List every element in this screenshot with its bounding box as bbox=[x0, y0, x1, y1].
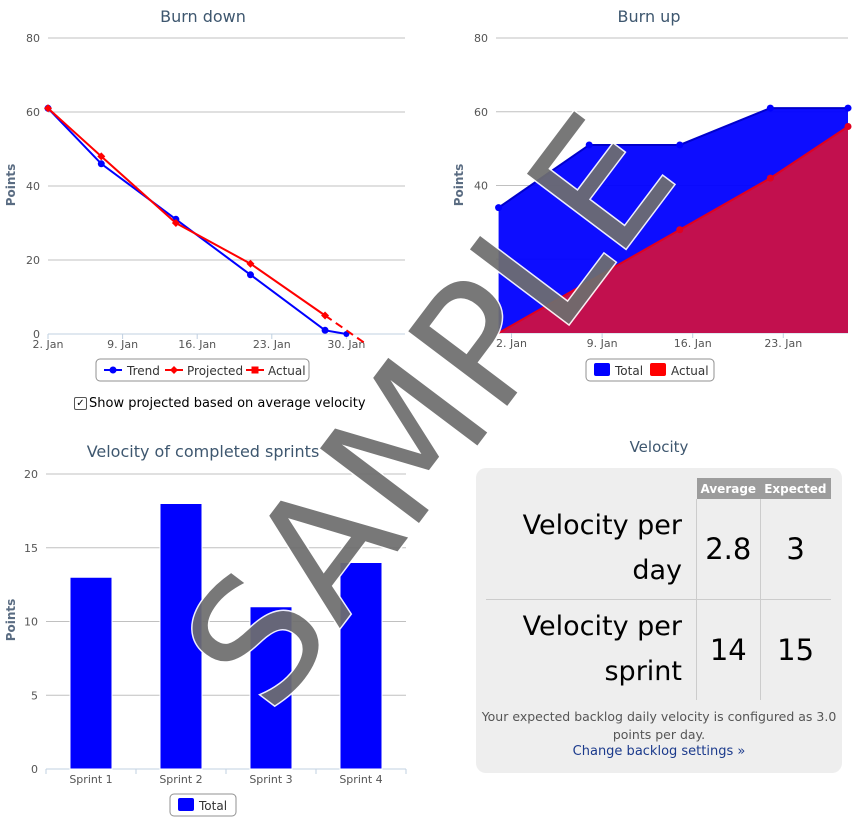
area-actual bbox=[498, 126, 848, 333]
burn-down-legend: Trend Projected Actual bbox=[95, 358, 310, 382]
projected-point bbox=[246, 259, 255, 268]
legend-label-actual: Actual bbox=[268, 364, 306, 378]
series-line-trend bbox=[47, 107, 347, 335]
total-point bbox=[844, 104, 852, 112]
projected-velocity-label: Show projected based on average velocity bbox=[89, 396, 366, 411]
y-tick-label: 0 bbox=[31, 763, 38, 776]
trend-point bbox=[321, 326, 329, 334]
velocity-note: Your expected backlog daily velocity is … bbox=[481, 709, 837, 742]
velocity-row-sprint: Velocity per sprint 14 15 bbox=[486, 599, 831, 700]
total-point bbox=[585, 141, 593, 149]
x-tick-label: Sprint 4 bbox=[339, 773, 382, 786]
x-tick-label: 2. Jan bbox=[33, 338, 64, 351]
burn-down-title: Burn down bbox=[160, 7, 246, 26]
burn-down-chart: Burn down Points 0 20 40 60 80 2. Jan 9. Jan 16… bbox=[4, 7, 405, 382]
burn-up-title: Burn up bbox=[618, 7, 681, 26]
projected-point bbox=[44, 104, 52, 113]
legend-label-actual-area: Actual bbox=[671, 364, 709, 378]
burn-up-legend: Total Actual bbox=[585, 358, 715, 382]
legend-item-total[interactable]: Total bbox=[594, 363, 643, 378]
series-line-actual bbox=[324, 314, 369, 346]
legend-item-actual-area[interactable]: Actual bbox=[650, 363, 709, 378]
x-tick-label: Sprint 2 bbox=[159, 773, 202, 786]
legend-label-projected: Projected bbox=[187, 364, 243, 378]
trend-point bbox=[97, 160, 105, 168]
projected-velocity-checkbox[interactable]: ✓ Show projected based on average velocit… bbox=[74, 396, 366, 411]
x-tick-label: 23. Jan bbox=[253, 338, 291, 351]
x-tick-label: Sprint 3 bbox=[249, 773, 292, 786]
burn-up-chart: Burn up Points 40 60 80 2. Jan 9. Jan 16. Jan… bbox=[452, 7, 852, 382]
y-tick-label: 10 bbox=[24, 616, 38, 629]
velocity-sprint-average: 14 bbox=[696, 599, 761, 700]
y-tick-label: 40 bbox=[474, 180, 488, 193]
bar-sprint-3 bbox=[249, 606, 293, 770]
y-tick-label: 80 bbox=[26, 32, 40, 45]
change-backlog-settings-link[interactable]: Change backlog settings » bbox=[572, 744, 746, 759]
projected-point bbox=[97, 152, 106, 161]
checkbox-check-icon[interactable]: ✓ bbox=[74, 397, 87, 410]
y-tick-label: 40 bbox=[26, 180, 40, 193]
velocity-chart-title: Velocity of completed sprints bbox=[87, 442, 320, 461]
trend-point bbox=[246, 271, 254, 279]
y-tick-label: 20 bbox=[24, 468, 38, 481]
y-tick-label: 60 bbox=[26, 106, 40, 119]
legend-label-total-bar: Total bbox=[198, 799, 227, 813]
x-tick-label: 16. Jan bbox=[674, 337, 712, 350]
x-tick-label: Sprint 1 bbox=[69, 773, 112, 786]
x-tick-label: 2. Jan bbox=[496, 337, 527, 350]
legend-item-total-bar[interactable]: Total bbox=[178, 798, 227, 813]
bar-sprint-2 bbox=[159, 503, 203, 770]
velocity-card: Average Expected Velocity per day 2.8 3 V… bbox=[476, 468, 842, 773]
velocity-row-day: Velocity per day 2.8 3 bbox=[486, 499, 831, 600]
velocity-chart-legend: Total bbox=[169, 793, 237, 817]
bar-sprint-4 bbox=[339, 562, 383, 770]
legend-label-trend: Trend bbox=[126, 364, 160, 378]
x-tick-label: 30. Jan bbox=[327, 338, 365, 351]
velocity-chart-y-label: Points bbox=[4, 599, 18, 642]
y-tick-label: 15 bbox=[24, 542, 38, 555]
series-line-actual bbox=[498, 125, 849, 334]
actual-point bbox=[844, 123, 852, 130]
burn-up-y-label: Points bbox=[452, 164, 466, 207]
y-tick-label: 20 bbox=[26, 254, 40, 267]
velocity-card-title: Velocity bbox=[629, 438, 689, 456]
x-tick-label: 23. Jan bbox=[764, 337, 802, 350]
velocity-day-expected: 3 bbox=[759, 499, 831, 600]
velocity-day-average: 2.8 bbox=[696, 499, 761, 600]
legend-item-actual[interactable]: Actual bbox=[246, 364, 306, 378]
legend-item-trend[interactable]: Trend bbox=[104, 364, 160, 378]
total-point bbox=[676, 141, 684, 149]
projected-point bbox=[171, 219, 180, 227]
velocity-sprint-expected: 15 bbox=[759, 599, 831, 700]
velocity-row-label: Velocity per sprint bbox=[486, 599, 697, 700]
x-tick-label: 9. Jan bbox=[587, 337, 618, 350]
y-tick-label: 60 bbox=[474, 106, 488, 119]
col-average-header: Average bbox=[696, 478, 761, 499]
y-tick-label: 80 bbox=[474, 32, 488, 45]
series-line-projected bbox=[47, 107, 326, 317]
x-tick-label: 9. Jan bbox=[107, 338, 138, 351]
y-tick-label: 5 bbox=[31, 689, 38, 702]
y-tick-label: 0 bbox=[33, 328, 40, 341]
total-point bbox=[495, 204, 503, 212]
x-tick-label: 16. Jan bbox=[178, 338, 216, 351]
col-expected-header: Expected bbox=[760, 478, 831, 499]
velocity-table: Average Expected Velocity per day 2.8 3 V… bbox=[486, 478, 831, 700]
legend-item-projected[interactable]: Projected bbox=[165, 364, 243, 378]
actual-point bbox=[676, 226, 684, 234]
burn-down-y-label: Points bbox=[4, 164, 18, 207]
legend-label-total: Total bbox=[614, 364, 643, 378]
velocity-row-label: Velocity per day bbox=[522, 510, 682, 586]
actual-point bbox=[766, 174, 774, 182]
velocity-bar-chart: Velocity of completed sprints Points 0 5 1… bbox=[4, 442, 407, 817]
bar-sprint-1 bbox=[69, 576, 113, 770]
total-point bbox=[766, 104, 774, 112]
